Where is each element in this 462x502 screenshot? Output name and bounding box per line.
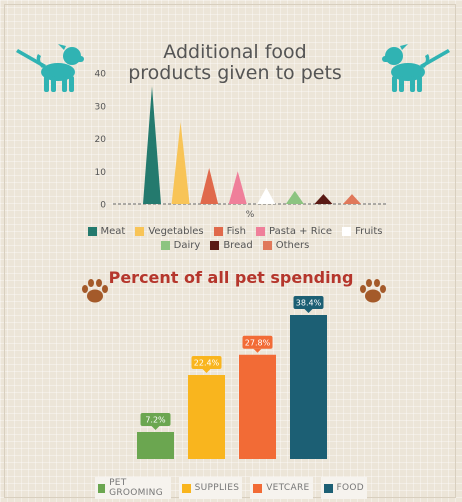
legend-swatch: [160, 241, 170, 250]
data-label-box: [191, 356, 222, 369]
legend-label: Others: [275, 240, 310, 251]
legend-item-vegetables: Vegetables: [135, 226, 204, 237]
dog-icon: [382, 44, 450, 92]
legend-label: VETCARE: [266, 483, 310, 493]
bar-others: [343, 194, 361, 204]
data-label-pointer: [253, 348, 262, 353]
data-label-pointer: [202, 369, 211, 373]
bar-bread: [314, 194, 333, 204]
legend-swatch: [213, 227, 223, 236]
legend-label: Bread: [223, 240, 253, 251]
chart1-title: Additional food products given to pets: [128, 41, 342, 84]
legend-item-dairy: Dairy: [160, 240, 201, 251]
data-label-pointer: [304, 309, 313, 313]
legend-item-bread: Bread: [210, 240, 253, 251]
legend-swatch: [87, 227, 97, 236]
bar-vetcare: [239, 354, 276, 459]
bar-pasta-rice: [228, 171, 247, 204]
chart2-title: Percent of all pet spending: [108, 268, 354, 287]
chart1-legend: Meat Vegetables Fish Pasta + Rice Fruits Dair…: [80, 226, 390, 251]
legend-swatch: [253, 483, 263, 493]
bar-fruits: [257, 187, 276, 204]
legend-label: Dairy: [173, 240, 201, 251]
legend-label: Meat: [100, 226, 126, 237]
legend-item-fruits: Fruits: [342, 226, 382, 237]
x-axis-label: %: [246, 210, 255, 220]
legend-swatch: [210, 241, 220, 250]
bar-supplies: [188, 375, 225, 459]
y-tick-label: 10: [95, 168, 107, 178]
bar-vegetables: [171, 122, 190, 204]
legend-item-others: Others: [262, 240, 310, 251]
legend-item-food: FOOD: [320, 477, 367, 499]
y-tick-label: 30: [95, 102, 107, 112]
bar-meat: [143, 86, 161, 204]
legend-item-meat: Meat: [87, 226, 126, 237]
legend-swatch: [255, 227, 265, 236]
bar-food: [290, 315, 327, 459]
legend-label: SUPPLIES: [194, 483, 240, 493]
dog-icon: [16, 44, 84, 92]
legend-item-supplies: SUPPLIES: [178, 477, 243, 499]
data-label: 7.2%: [145, 416, 166, 425]
legend-label: Fish: [226, 226, 246, 237]
legend-swatch: [181, 483, 191, 493]
legend-item-vetcare: VETCARE: [250, 477, 313, 499]
data-label-pointer: [151, 426, 160, 430]
dog-walking-icon-left: [16, 44, 84, 92]
data-label-box: [293, 296, 324, 309]
legend-swatch: [342, 227, 352, 236]
additional-food-chart: 0 10 20 30 40%: [95, 70, 388, 220]
y-tick-label: 0: [100, 201, 106, 211]
paw-icon-left: [82, 279, 108, 303]
bar-pet-grooming: [137, 432, 174, 459]
legend-label: PET GROOMING: [109, 478, 163, 498]
legend-swatch: [262, 241, 272, 250]
dog-walking-icon-right: [382, 44, 450, 92]
legend-label: Pasta + Rice: [268, 226, 333, 237]
y-tick-label: 40: [95, 70, 107, 80]
legend-swatch: [98, 483, 106, 493]
chart2-legend: PET GROOMING SUPPLIES VETCARE FOOD: [95, 477, 367, 499]
legend-item-pet-grooming: PET GROOMING: [95, 477, 171, 499]
legend-swatch: [135, 227, 145, 236]
data-label-box: [140, 413, 171, 426]
legend-label: Fruits: [355, 226, 383, 237]
legend-label: FOOD: [336, 483, 364, 493]
y-tick-label: 20: [95, 135, 107, 145]
bar-fish: [200, 167, 219, 204]
bar-dairy: [285, 190, 304, 204]
data-label: 27.8%: [245, 338, 271, 347]
paw-icon-right: [360, 279, 386, 303]
data-label: 22.4%: [194, 359, 220, 368]
data-label-box: [242, 335, 273, 349]
legend-item-pasta-rice: Pasta + Rice: [255, 226, 333, 237]
legend-item-fish: Fish: [213, 226, 246, 237]
legend-label: Vegetables: [148, 226, 204, 237]
data-label: 38.4%: [296, 299, 322, 308]
legend-swatch: [323, 483, 333, 493]
